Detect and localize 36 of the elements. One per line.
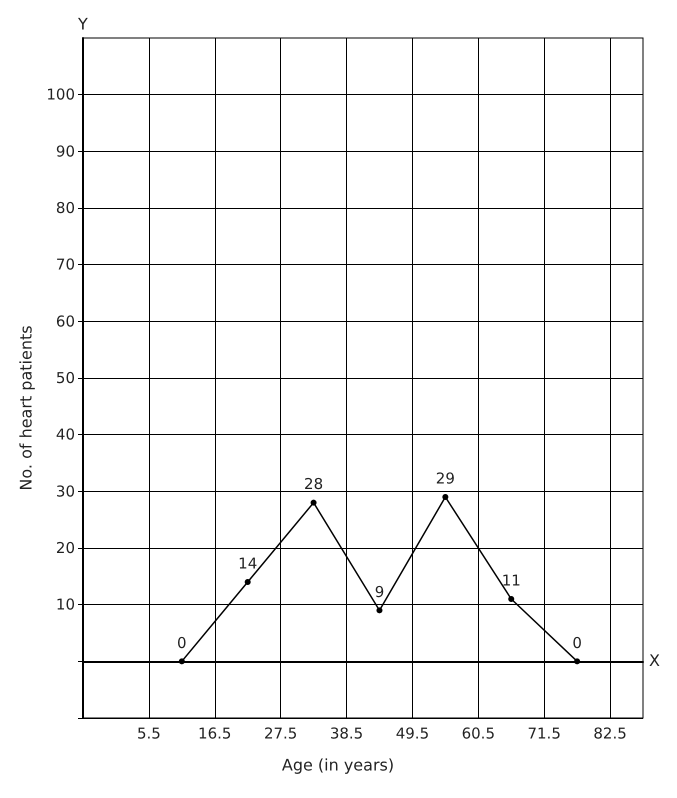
x-tick-label: 16.5 (198, 724, 232, 742)
x-tick-label: 71.5 (527, 724, 561, 742)
y-tick-label: 40 (56, 426, 75, 444)
y-tick-label: 30 (56, 482, 75, 500)
x-tick-label: 60.5 (462, 724, 495, 742)
x-tick-label: 5.5 (136, 724, 161, 742)
data-label: 9 (374, 582, 384, 601)
x-axis-title: Age (in years) (282, 756, 394, 774)
data-label: 11 (502, 572, 521, 590)
data-label: 0 (572, 634, 582, 652)
point (310, 500, 317, 506)
data-label: 14 (238, 554, 258, 572)
text: Y (77, 14, 88, 34)
y-tick-label: 80 (56, 199, 75, 217)
y-tick-label: 50 (56, 369, 75, 387)
point (508, 596, 514, 602)
text: X (649, 650, 660, 670)
point (178, 658, 185, 664)
y-tick-label: 70 (56, 256, 75, 274)
x-tick-label: 82.5 (593, 724, 627, 742)
point (442, 494, 448, 500)
x-tick-label: 49.5 (396, 724, 430, 742)
x-tick-label: 27.5 (264, 724, 298, 742)
data-label: 0 (177, 634, 187, 652)
point (376, 607, 382, 614)
y-tick-label: 10 (56, 596, 75, 614)
data-label: 28 (304, 475, 324, 494)
point (244, 579, 251, 585)
point (574, 658, 580, 664)
x-tick-label: 38.5 (330, 724, 364, 742)
y-tick-label: 90 (56, 142, 75, 160)
y-axis-title: No. of heart patients (16, 325, 36, 491)
y-tick-label: 60 (56, 312, 75, 330)
data-label: 29 (436, 470, 455, 488)
y-tick-label: 20 (56, 539, 75, 557)
y-tick-label: 100 (46, 86, 75, 104)
